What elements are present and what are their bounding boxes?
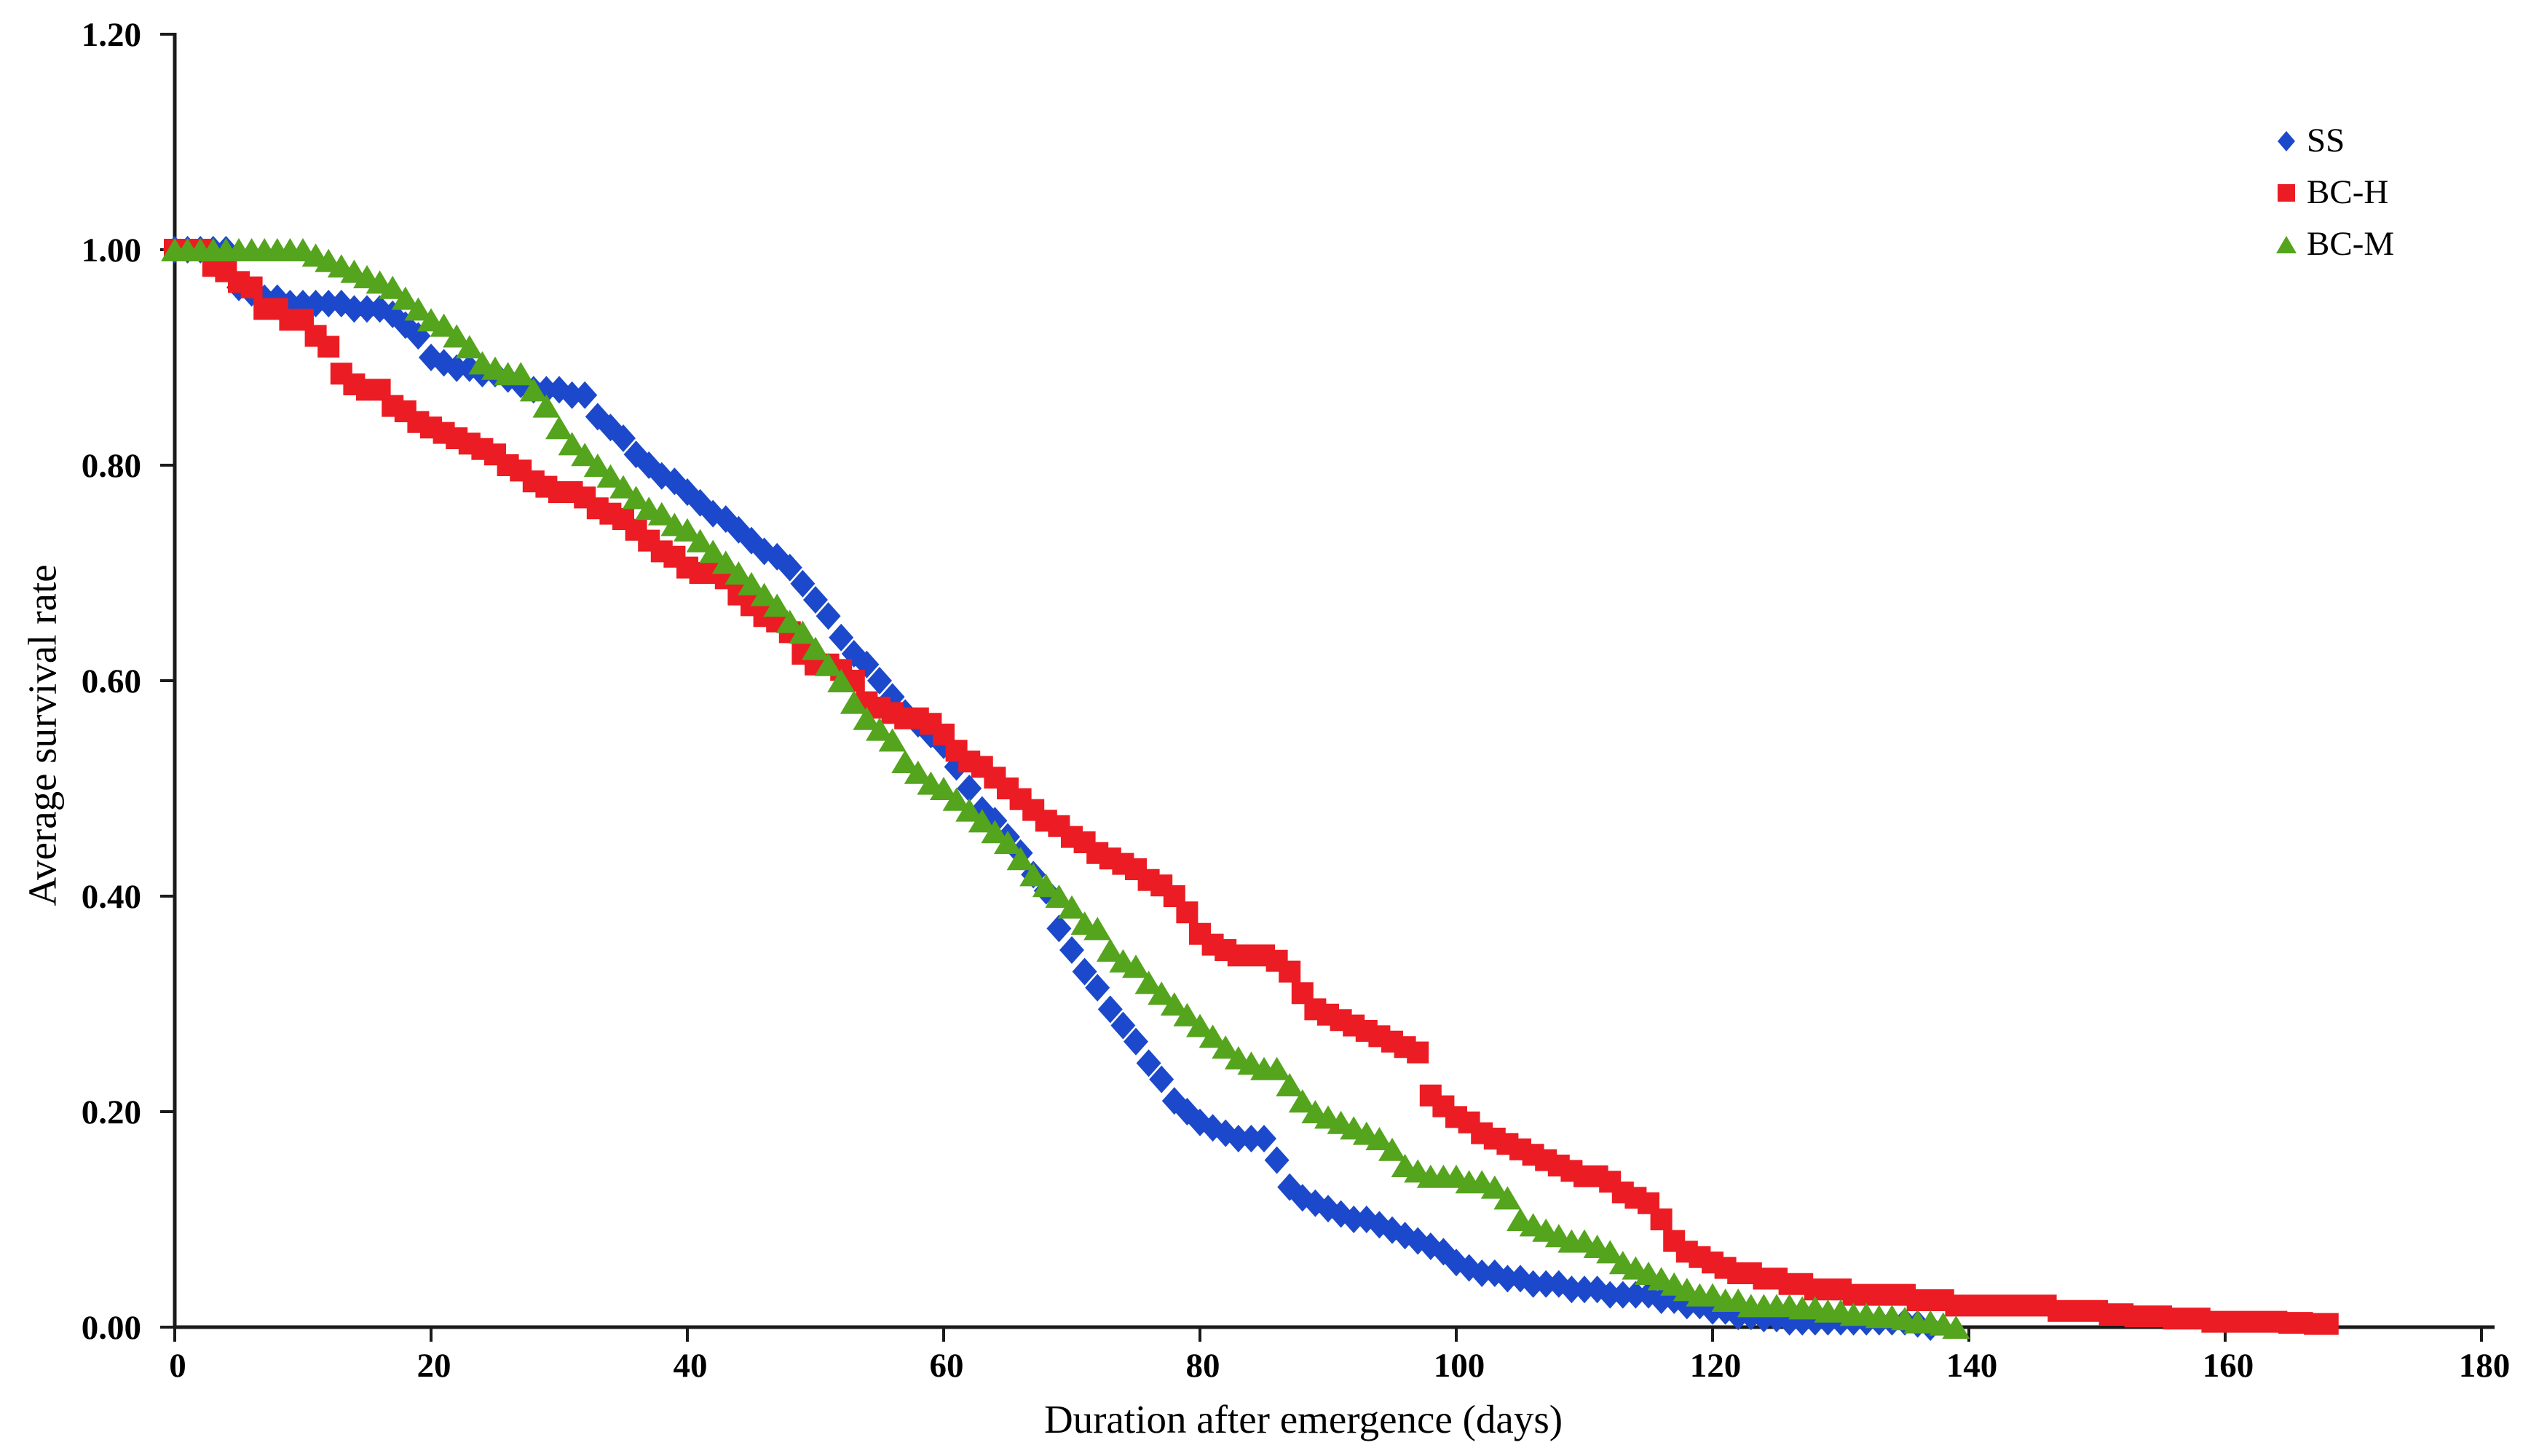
x-tick-label: 0	[169, 1347, 186, 1385]
x-axis-title: Duration after emergence (days)	[1043, 1397, 1563, 1441]
x-tick-label: 120	[1690, 1347, 1742, 1385]
y-tick-label: 0.40	[82, 878, 141, 916]
y-axis-title: Average survival rate	[20, 564, 65, 906]
y-tick-label: 1.00	[82, 232, 141, 269]
legend-item-ss: SS	[2266, 115, 2394, 167]
legend-label-bcm: BC-M	[2307, 225, 2395, 263]
x-tick-label: 140	[1946, 1347, 1998, 1385]
x-tick-label: 180	[2459, 1347, 2511, 1385]
legend: SS BC-H BC-M	[2266, 115, 2394, 270]
x-tick-label: 60	[930, 1347, 964, 1385]
x-tick-label: 40	[674, 1347, 708, 1385]
legend-label-ss: SS	[2307, 122, 2345, 159]
series-ss-markers	[162, 236, 1943, 1341]
series-bc-h-markers	[164, 239, 2339, 1335]
x-tick-label: 160	[2203, 1347, 2254, 1385]
y-tick-label: 1.20	[82, 16, 141, 54]
x-tick-label: 100	[1434, 1347, 1485, 1385]
legend-item-bcm: BC-M	[2266, 218, 2394, 270]
y-tick-label: 0.20	[82, 1093, 141, 1131]
x-tick-label: 80	[1186, 1347, 1220, 1385]
x-tick-label: 20	[417, 1347, 451, 1385]
legend-item-bch: BC-H	[2266, 167, 2394, 218]
y-tick-label: 0.80	[82, 447, 141, 485]
legend-label-bch: BC-H	[2307, 173, 2389, 211]
triangle-marker-icon	[2276, 235, 2297, 253]
square-marker-icon	[2278, 183, 2295, 202]
y-tick-label: 0.00	[82, 1309, 141, 1347]
series-bc-m-markers	[161, 238, 1970, 1339]
diamond-marker-icon	[2278, 130, 2295, 151]
y-tick-label: 0.60	[82, 662, 141, 700]
